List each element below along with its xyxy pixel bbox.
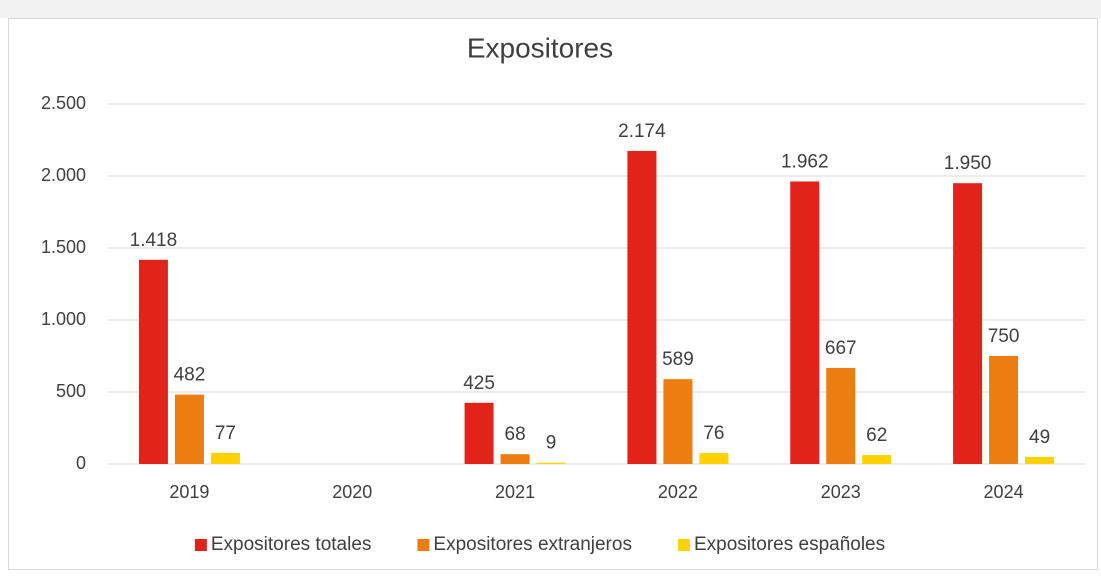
bar	[500, 454, 530, 464]
data-label: 482	[174, 365, 206, 386]
bar	[210, 452, 240, 464]
x-tick-label: 2022	[658, 482, 698, 502]
data-label: 1.950	[944, 153, 992, 174]
data-label: 1.418	[130, 230, 178, 251]
data-label: 589	[662, 349, 694, 370]
y-tick-label: 500	[56, 381, 86, 401]
data-label: 667	[825, 338, 857, 359]
bar	[989, 356, 1019, 464]
bar	[464, 402, 494, 464]
x-tick-label: 2023	[821, 482, 861, 502]
data-label: 750	[988, 326, 1020, 347]
bar	[953, 183, 983, 464]
chart-title: Expositores	[467, 32, 613, 63]
x-tick-label: 2021	[495, 482, 535, 502]
data-label: 62	[866, 425, 887, 446]
data-label: 68	[505, 424, 526, 445]
chart-frame	[8, 18, 1098, 570]
bar	[536, 462, 566, 464]
bar	[699, 453, 729, 464]
legend-label: Expositores extranjeros	[433, 534, 632, 555]
legend-label: Expositores totales	[211, 534, 372, 555]
x-tick-label: 2024	[984, 482, 1024, 502]
data-label: 425	[463, 373, 495, 394]
y-tick-label: 1.000	[41, 309, 86, 329]
bar	[174, 394, 204, 464]
bar	[862, 455, 892, 464]
bar	[663, 379, 693, 464]
data-label: 77	[215, 423, 236, 444]
legend-swatch	[677, 539, 690, 551]
bar	[826, 367, 856, 464]
data-label: 1.962	[781, 151, 829, 172]
y-tick-label: 0	[76, 453, 86, 473]
bar	[627, 150, 657, 464]
bar	[790, 181, 820, 465]
y-tick-label: 2.000	[41, 165, 86, 185]
bar	[1025, 456, 1055, 464]
bar	[138, 259, 168, 464]
x-tick-label: 2019	[169, 482, 209, 502]
legend-swatch	[417, 539, 430, 551]
data-label: 76	[703, 423, 724, 444]
legend-swatch	[194, 539, 207, 551]
data-label: 49	[1029, 427, 1050, 448]
legend-label: Expositores españoles	[694, 534, 885, 555]
top-band	[0, 0, 1101, 18]
x-tick-label: 2020	[332, 482, 372, 502]
data-label: 9	[546, 433, 557, 454]
y-tick-label: 2.500	[41, 93, 86, 113]
data-label: 2.174	[618, 121, 666, 142]
y-tick-label: 1.500	[41, 237, 86, 257]
